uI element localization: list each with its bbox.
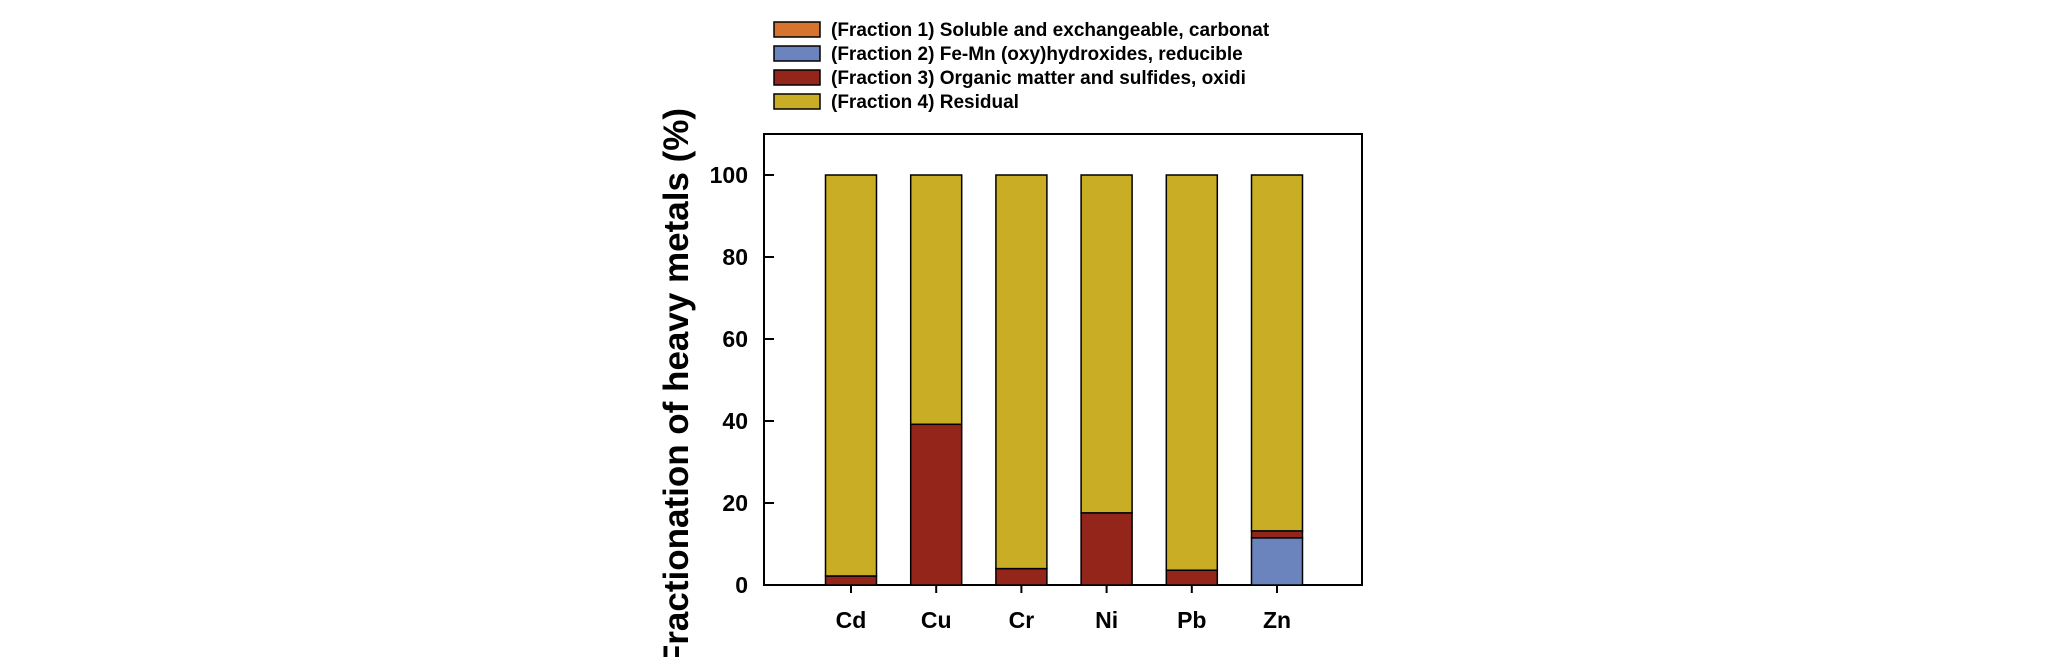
bar-cd-fraction-3	[824, 575, 878, 586]
legend-swatch-fraction-3	[773, 69, 821, 86]
x-tick-label: Pb	[1177, 607, 1206, 633]
bar-cr-fraction-4	[995, 174, 1048, 570]
y-tick-label: 0	[735, 572, 748, 598]
bar-ni-fraction-3	[1080, 512, 1133, 586]
y-tick-label: 40	[722, 408, 748, 434]
x-tick-label: Zn	[1263, 607, 1291, 633]
legend-label-fraction-4: (Fraction 4) Residual	[831, 92, 1019, 113]
bar-pb-fraction-4	[1165, 174, 1219, 571]
legend-swatch-fraction-1	[773, 21, 821, 38]
y-axis-label: Fractionation of heavy metals (%)	[657, 108, 696, 657]
bar-ni-fraction-4	[1080, 174, 1133, 514]
y-tick-label: 80	[722, 244, 748, 270]
plot-frame	[763, 133, 1363, 586]
bar-zn-fraction-3	[1250, 530, 1304, 539]
bar-zn-fraction-4	[1250, 174, 1304, 532]
legend-label-fraction-3: (Fraction 3) Organic matter and sulfides…	[831, 68, 1246, 89]
y-tick-label: 20	[722, 490, 748, 516]
bars	[824, 174, 1304, 586]
legend-swatch-fraction-4	[773, 93, 821, 110]
legend-swatch-fraction-2	[773, 45, 821, 62]
legend-label-fraction-2: (Fraction 2) Fe-Mn (oxy)hydroxides, redu…	[831, 44, 1243, 65]
legend: (Fraction 1) Soluble and exchangeable, c…	[773, 20, 1270, 113]
bar-zn-fraction-2	[1250, 537, 1304, 586]
x-tick-label: Cr	[1009, 607, 1035, 633]
bar-cd-fraction-4	[824, 174, 878, 577]
x-axis: Cd Cu Cr Ni Pb Zn	[836, 585, 1291, 633]
y-tick-label: 60	[722, 326, 748, 352]
legend-label-fraction-1: (Fraction 1) Soluble and exchangeable, c…	[831, 20, 1270, 41]
bar-cu-fraction-4	[909, 174, 963, 426]
x-tick-label: Cu	[921, 607, 952, 633]
y-tick-label: 100	[710, 162, 748, 188]
y-axis: 0 20 40 60 80 100	[710, 162, 774, 598]
bar-cr-fraction-3	[995, 567, 1048, 586]
bar-cu-fraction-3	[909, 423, 963, 586]
x-tick-label: Cd	[836, 607, 867, 633]
bar-pb-fraction-3	[1165, 569, 1219, 586]
x-tick-label: Ni	[1095, 607, 1118, 633]
